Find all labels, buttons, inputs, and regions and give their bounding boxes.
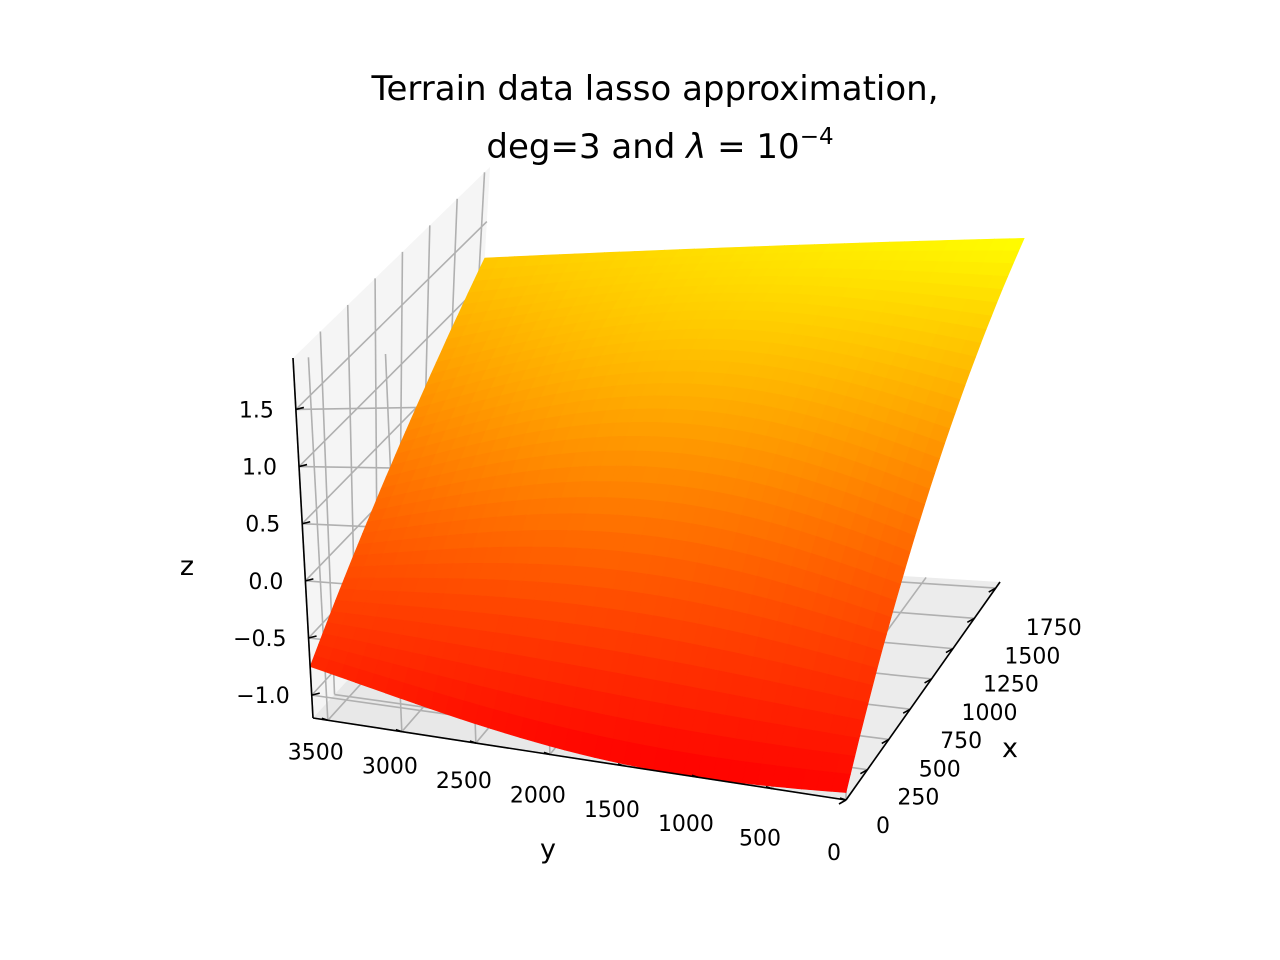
y-tick-mark	[617, 763, 625, 767]
title-eq: = 10	[706, 127, 799, 167]
x-tick-mark	[966, 617, 975, 624]
y-tick-label: 500	[739, 827, 781, 852]
axes	[292, 357, 1001, 805]
x-tick-mark	[859, 769, 868, 775]
y-tick-label: 3500	[288, 740, 344, 765]
x-tick-label: 500	[919, 757, 961, 782]
z-tick-label: 0.0	[248, 570, 283, 595]
z-tick-mark	[311, 692, 320, 696]
y-tick-label: 2000	[510, 783, 566, 808]
y-tick-label: 1000	[658, 812, 714, 837]
x-tick-mark	[988, 587, 997, 593]
z-axis-line	[292, 357, 314, 719]
y-tick-mark	[395, 728, 403, 733]
x-tick-label: 750	[940, 729, 982, 754]
title-lambda: λ	[684, 127, 706, 167]
x-tick-label: 1750	[1026, 616, 1082, 641]
grid-line-z-back	[298, 281, 484, 468]
y-tick-mark	[469, 740, 477, 744]
y-tick-mark	[839, 797, 847, 801]
x-tick-mark	[924, 678, 932, 684]
grid-line-z-back	[295, 221, 488, 410]
z-tick-mark	[295, 406, 305, 411]
y-tick-label: 3000	[362, 755, 418, 780]
x-tick-mark	[902, 708, 911, 714]
surface-patch	[830, 772, 851, 793]
back-wall-pane	[293, 167, 490, 718]
x-tick-label: 0	[876, 814, 890, 839]
x-axis-label: x	[1002, 733, 1018, 764]
y-axis-label: y	[540, 834, 556, 865]
x-tick-label: 1500	[1004, 644, 1060, 669]
title-prefix: deg=3 and	[486, 127, 686, 167]
x-tick-label: 1000	[962, 701, 1018, 726]
tick-labels: 0 250 500 750 1000 1250 1500 1750 0 500 1000 1500 20…	[233, 398, 1082, 866]
y-tick-mark	[765, 785, 773, 790]
z-tick-label: −0.5	[233, 627, 286, 652]
z-tick-label: 1.5	[239, 398, 274, 423]
z-tick-label: 1.0	[242, 456, 277, 481]
x-tick-mark	[881, 738, 890, 745]
z-axis-label: z	[180, 551, 194, 582]
y-tick-label: 0	[827, 841, 841, 866]
x-tick-label: 1250	[983, 673, 1039, 698]
z-tick-mark	[302, 520, 311, 525]
y-tick-label: 2500	[436, 769, 492, 794]
z-tick-label: 0.5	[245, 513, 280, 538]
z-tick-mark	[298, 463, 308, 468]
z-tick-mark	[305, 578, 314, 582]
chart-title-line2: deg=3 and λ = 10−4	[486, 124, 833, 167]
y-tick-mark	[543, 751, 551, 756]
x-tick-label: 250	[897, 786, 939, 811]
chart-title-line1: Terrain data lasso approximation,	[370, 69, 938, 109]
y-tick-mark	[691, 774, 699, 778]
y-tick-mark	[321, 717, 329, 722]
z-tick-label: −1.0	[236, 684, 289, 709]
x-tick-mark	[945, 647, 954, 654]
x-tick-mark	[838, 799, 847, 805]
surface-mesh	[309, 237, 1025, 793]
title-exponent: −4	[800, 124, 834, 150]
z-tick-mark	[308, 635, 317, 639]
y-tick-label: 1500	[584, 798, 640, 823]
